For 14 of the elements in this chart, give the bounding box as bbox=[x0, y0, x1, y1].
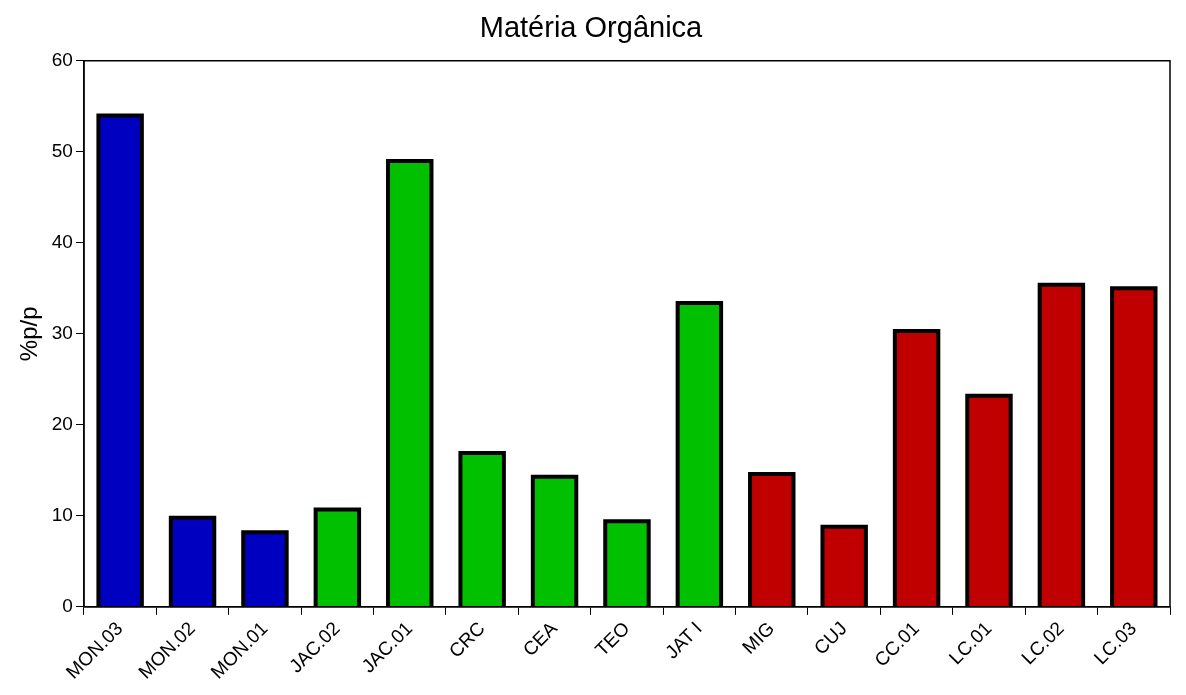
y-tick-label: 40 bbox=[51, 231, 73, 253]
y-tick-label: 50 bbox=[51, 140, 73, 162]
y-tick-label: 0 bbox=[62, 595, 73, 617]
x-tick-label: CUJ bbox=[809, 617, 851, 659]
x-tick-label: CEA bbox=[518, 617, 562, 661]
y-tick-label: 60 bbox=[51, 49, 73, 71]
x-tick-label: JAT I bbox=[660, 617, 706, 663]
x-tick-label: TEO bbox=[591, 617, 634, 661]
y-tick-label: 10 bbox=[51, 504, 73, 526]
x-tick-label: MIG bbox=[738, 617, 779, 658]
chart-title: Matéria Orgânica bbox=[479, 11, 704, 44]
y-tick-label: 20 bbox=[51, 413, 73, 435]
y-tick-label: 30 bbox=[51, 322, 73, 344]
y-axis-title: %p/p bbox=[15, 306, 43, 362]
